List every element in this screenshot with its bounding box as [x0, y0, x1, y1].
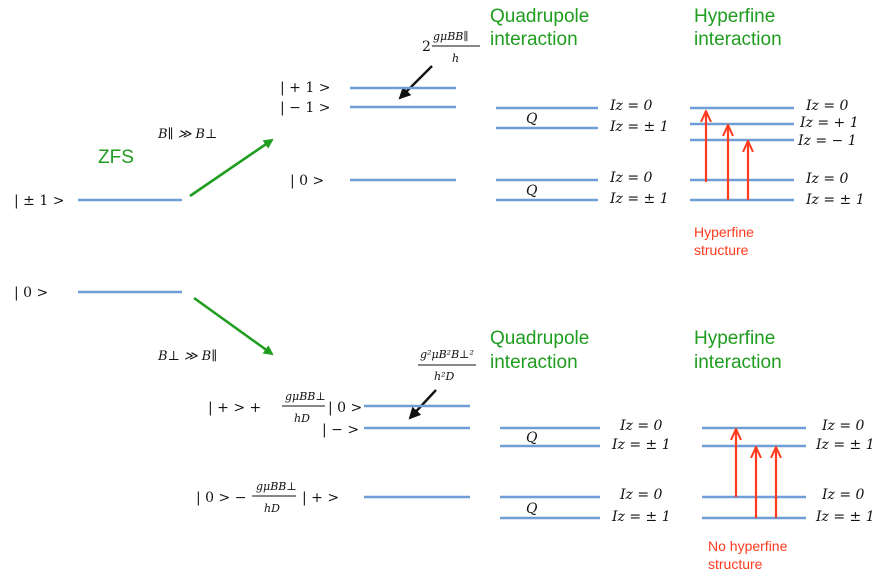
iz-quad-bottom-4: Iz = ± 1 [611, 509, 671, 525]
no-hyperfine-structure-note-1: No hyperfine [708, 538, 788, 554]
hyperfine-structure-note-2: structure [694, 242, 749, 258]
iz-hyper-bottom-4: Iz = ± 1 [815, 509, 875, 525]
hyperfine-structure-note-1: Hyperfine [694, 224, 754, 240]
iz-quad-bottom-1: Iz = 0 [619, 418, 663, 434]
iz-hyper-bottom-3: Iz = 0 [821, 487, 865, 503]
green-arrow-up [189, 138, 274, 198]
mix-upper-prefix: | + > + [208, 400, 261, 416]
shift-formula-numerator: g²μB²B⊥² [420, 348, 474, 361]
q-label-bottom-2: Q [526, 501, 538, 517]
quadrupole-title-top-2: interaction [490, 29, 578, 50]
q-label-top-1: Q [526, 111, 538, 127]
zfs-label: ZFS [98, 147, 134, 168]
quadrupole-title-bottom-2: interaction [490, 352, 578, 373]
shift-formula-denominator: h²D [434, 370, 454, 383]
hyperfine-title-bottom-2: interaction [694, 352, 782, 373]
iz-quad-top-1: Iz = 0 [609, 98, 653, 114]
condition-perpendicular: B⊥ ≫ B∥ [157, 349, 217, 364]
zeeman-formula-prefix: 2 [422, 39, 431, 55]
hyperfine-title-bottom-1: Hyperfine [694, 328, 775, 349]
quadrupole-title-bottom-1: Quadrupole [490, 328, 589, 349]
iz-hyper-bottom-2: Iz = ± 1 [815, 437, 875, 453]
ket-minus-label: | − > [322, 422, 359, 438]
hyperfine-title-top-1: Hyperfine [694, 6, 775, 27]
black-arrow-bottom [408, 389, 437, 420]
mix-upper-denominator: hD [294, 412, 310, 425]
iz-quad-top-2: Iz = ± 1 [609, 119, 669, 135]
iz-quad-bottom-3: Iz = 0 [619, 487, 663, 503]
quadrupole-title-top-1: Quadrupole [490, 6, 589, 27]
iz-hyper-top-2: Iz = + 1 [799, 115, 859, 131]
ket-p1-label: | + 1 > [280, 80, 330, 96]
mix-upper-suffix: | 0 > [328, 400, 362, 416]
iz-hyper-top-3: Iz = − 1 [797, 133, 857, 149]
black-arrow-top [398, 65, 433, 100]
iz-quad-top-4: Iz = ± 1 [609, 191, 669, 207]
iz-hyper-top-4: Iz = 0 [805, 171, 849, 187]
zeeman-formula-numerator: gμBB∥ [433, 30, 468, 43]
mix-upper-numerator: gμBB⊥ [285, 390, 326, 403]
ket-0-top-label: | 0 > [290, 173, 324, 189]
green-arrow-down [193, 296, 274, 356]
q-label-bottom-1: Q [526, 430, 538, 446]
zeeman-formula-denominator: h [452, 52, 459, 65]
hyperfine-title-top-2: interaction [694, 29, 782, 50]
mix-lower-denominator: hD [264, 502, 280, 515]
ket-pm1-label: | ± 1 > [14, 193, 64, 209]
ket-0-label: | 0 > [14, 285, 48, 301]
q-label-top-2: Q [526, 183, 538, 199]
iz-hyper-bottom-1: Iz = 0 [821, 418, 865, 434]
condition-parallel: B∥ ≫ B⊥ [157, 127, 217, 142]
iz-quad-bottom-2: Iz = ± 1 [611, 437, 671, 453]
mix-lower-prefix: | 0 > − [196, 490, 246, 506]
iz-quad-top-3: Iz = 0 [609, 170, 653, 186]
iz-hyper-top-1: Iz = 0 [805, 98, 849, 114]
mix-lower-numerator: gμBB⊥ [256, 480, 297, 493]
iz-hyper-top-5: Iz = ± 1 [805, 192, 865, 208]
mix-lower-suffix: | + > [302, 490, 339, 506]
ket-m1-label: | − 1 > [280, 100, 330, 116]
no-hyperfine-structure-note-2: structure [708, 556, 763, 572]
